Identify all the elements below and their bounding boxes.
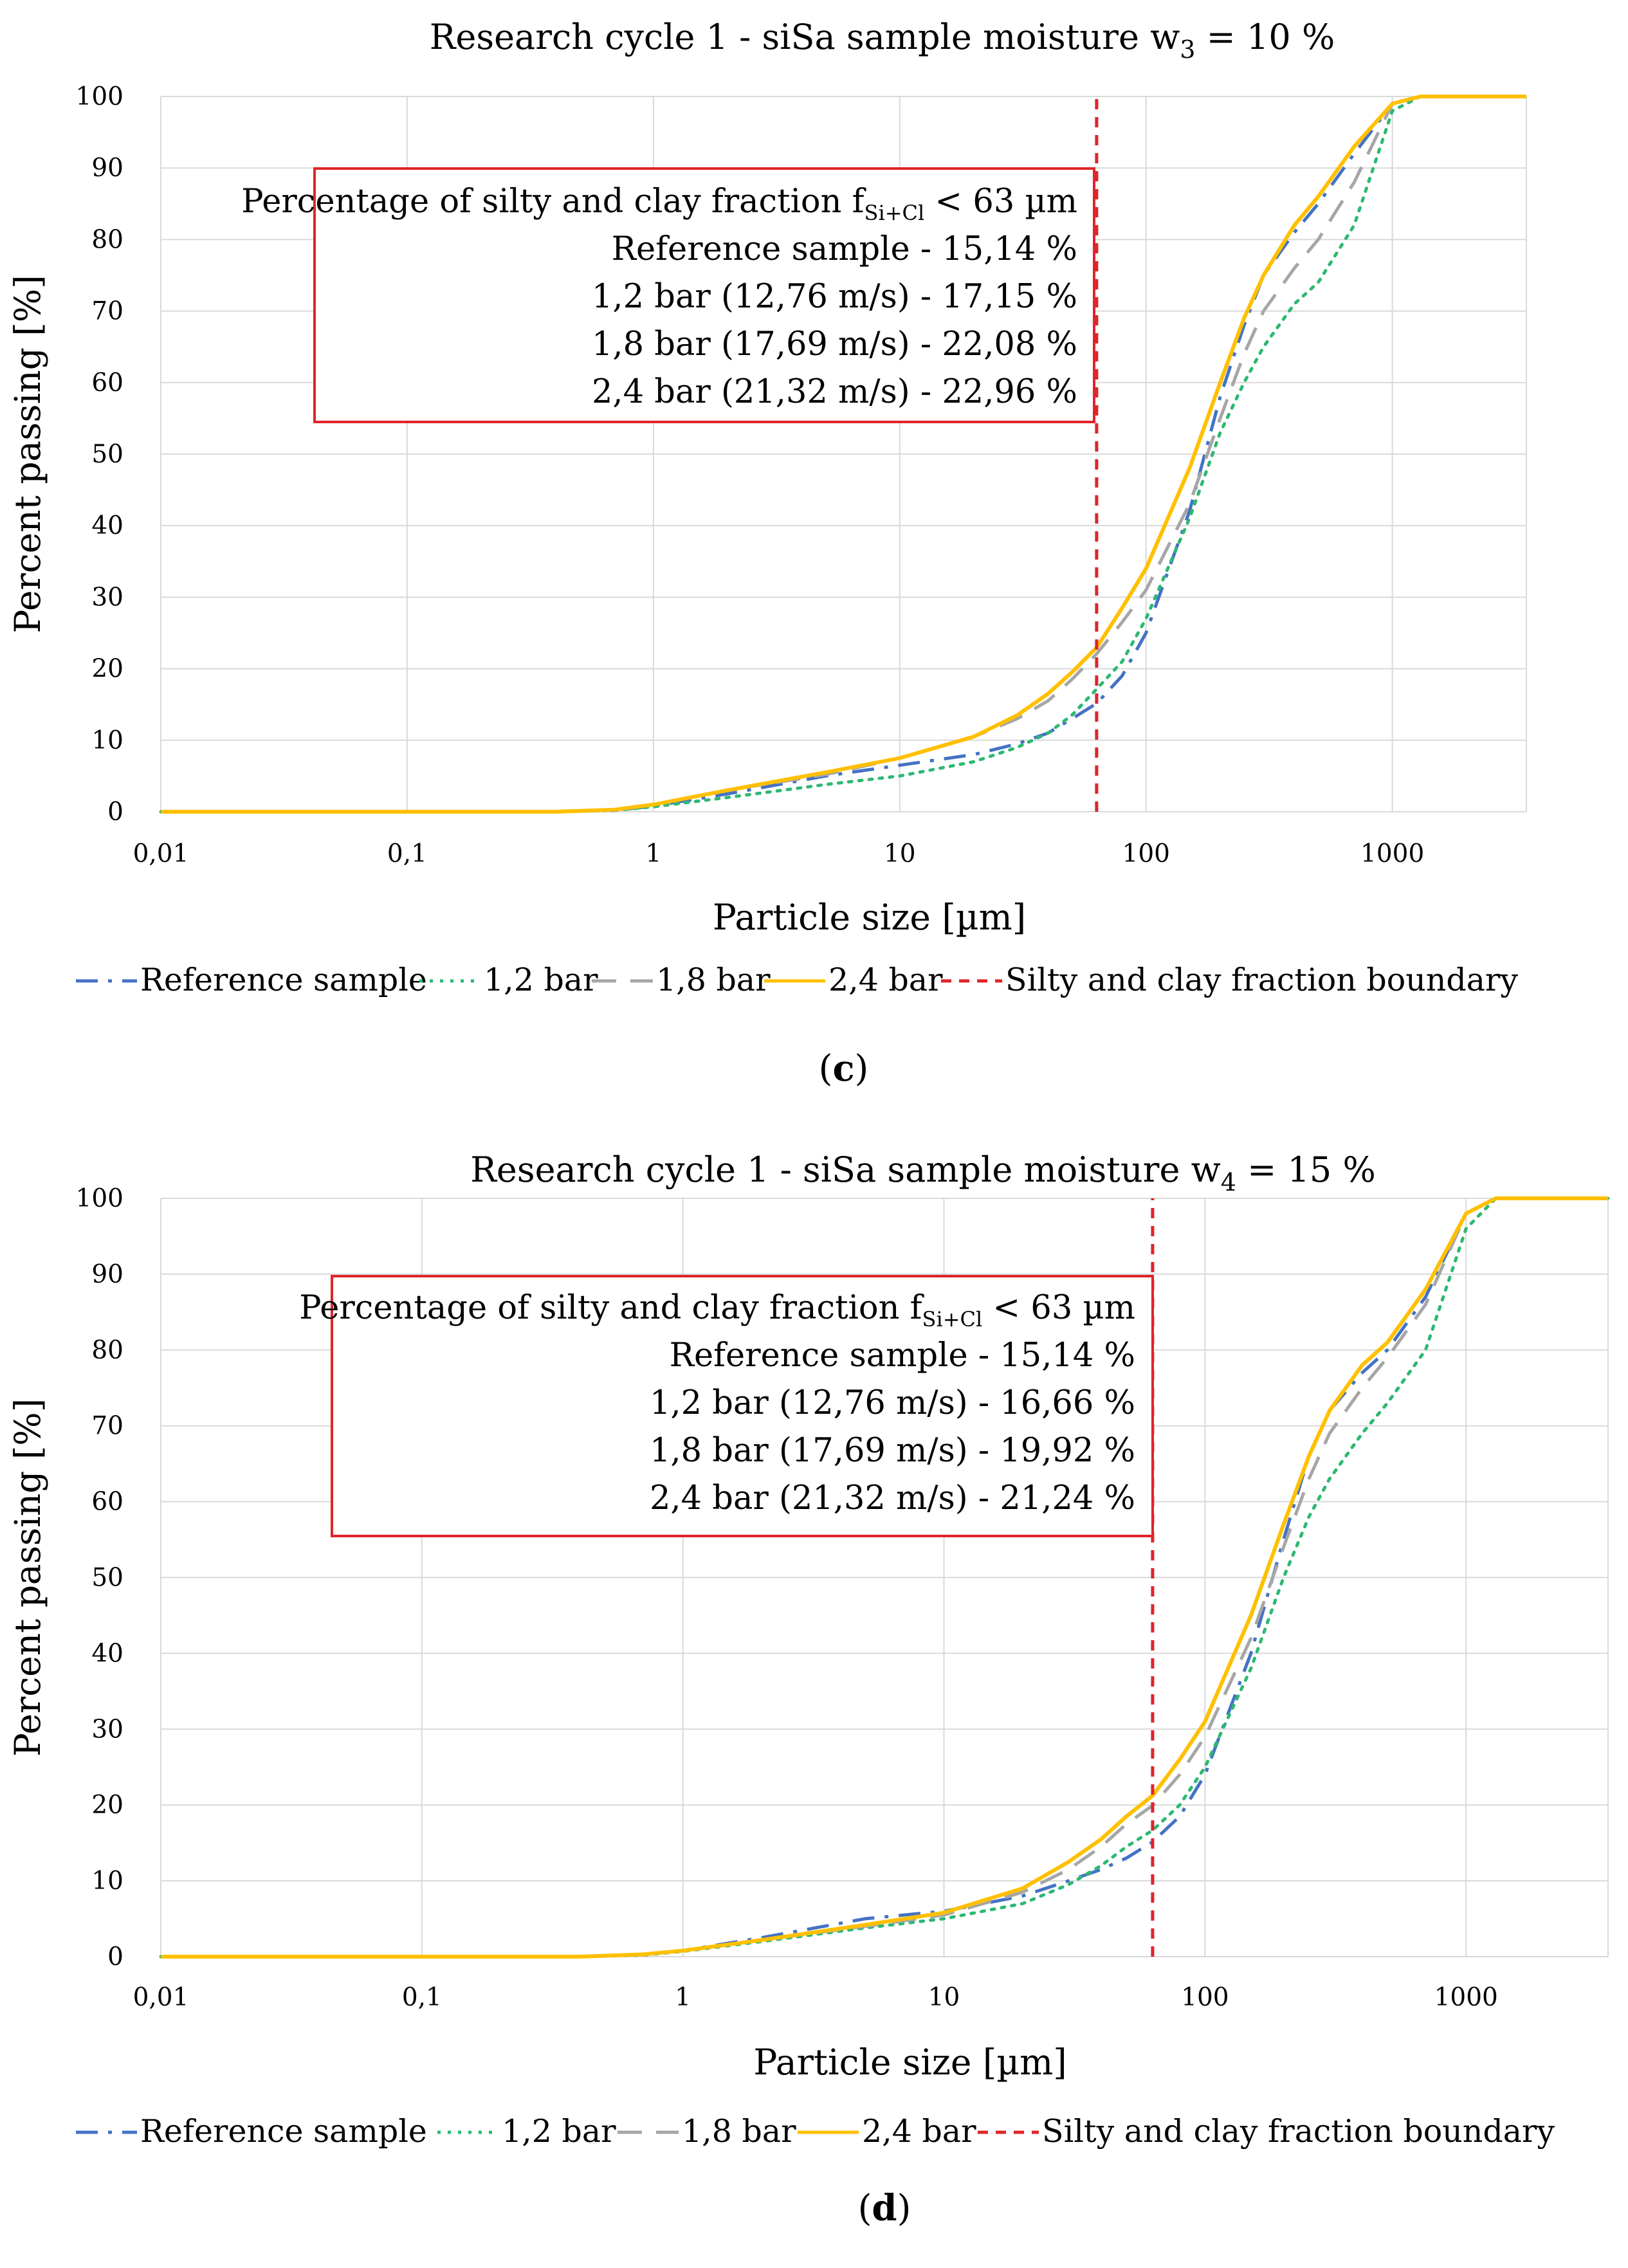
panel-label-close: ) xyxy=(855,1048,869,1090)
x-tick-label: 0,1 xyxy=(387,839,427,868)
x-tick-label: 0,1 xyxy=(402,1983,442,2012)
y-tick-label: 80 xyxy=(91,1336,123,1365)
legend-label: 2,4 bar xyxy=(828,962,943,998)
y-tick-label: 0 xyxy=(107,1943,123,1971)
legend-label: Silty and clay fraction boundary xyxy=(1005,962,1518,998)
panel-label-close: ) xyxy=(897,2188,911,2229)
chart-panel-c: Research cycle 1 - siSa sample moisture … xyxy=(0,0,1628,1122)
y-tick-label: 80 xyxy=(91,225,123,254)
y-tick-label: 40 xyxy=(91,511,123,540)
x-tick-label: 10 xyxy=(928,1983,960,2012)
chart-title-subscript: 3 xyxy=(1180,35,1195,64)
y-tick-label: 100 xyxy=(76,1184,123,1213)
panel-label-letter: c xyxy=(832,1047,854,1090)
annotation-line: Reference sample - 15,14 % xyxy=(670,1337,1135,1375)
chart-title-main: Research cycle 1 - siSa sample moisture … xyxy=(470,1149,1221,1190)
y-tick-label: 30 xyxy=(91,1715,123,1744)
y-tick-label: 50 xyxy=(91,440,123,469)
chart-title: Research cycle 1 - siSa sample moisture … xyxy=(430,17,1335,64)
annotation-box xyxy=(313,167,1095,423)
annotation-heading-main: Percentage of silty and clay fraction f xyxy=(241,183,866,221)
chart-panel-d: Research cycle 1 - siSa sample moisture … xyxy=(0,1122,1628,2265)
annotation-line: 1,8 bar (17,69 m/s) - 22,08 % xyxy=(592,325,1077,363)
y-tick-label: 70 xyxy=(91,1412,123,1441)
chart-title-suffix: = 10 % xyxy=(1195,17,1335,57)
y-tick-label: 70 xyxy=(91,297,123,326)
series-line-3 xyxy=(161,95,1526,814)
legend-label: 1,8 bar xyxy=(682,2113,796,2150)
annotation-heading: Percentage of silty and clay fraction fS… xyxy=(299,1289,1135,1331)
annotation-line: 2,4 bar (21,32 m/s) - 21,24 % xyxy=(650,1479,1135,1517)
annotation-heading: Percentage of silty and clay fraction fS… xyxy=(241,183,1077,225)
legend-label: Reference sample xyxy=(140,962,427,998)
annotation-line: 1,2 bar (12,76 m/s) - 17,15 % xyxy=(592,278,1077,316)
y-tick-label: 60 xyxy=(91,1488,123,1517)
y-tick-label: 0 xyxy=(107,798,123,827)
chart-title: Research cycle 1 - siSa sample moisture … xyxy=(470,1149,1376,1196)
legend-label: 1,2 bar xyxy=(502,2113,616,2150)
chart-title-main: Research cycle 1 - siSa sample moisture … xyxy=(430,17,1180,57)
annotation-heading-suffix: < 63 µm xyxy=(924,183,1077,221)
x-tick-label: 0,01 xyxy=(133,839,189,868)
legend-label: 1,8 bar xyxy=(656,962,771,998)
y-tick-label: 90 xyxy=(91,154,123,183)
y-axis-label: Percent passing [%] xyxy=(7,275,48,633)
annotation-line: Reference sample - 15,14 % xyxy=(612,230,1077,268)
y-tick-label: 50 xyxy=(91,1564,123,1593)
series-line-0 xyxy=(161,95,1526,814)
series-line-1 xyxy=(159,95,1528,814)
y-tick-label: 60 xyxy=(91,369,123,398)
x-tick-label: 100 xyxy=(1122,839,1170,868)
x-axis-label: Particle size [µm] xyxy=(753,2042,1066,2083)
y-tick-label: 100 xyxy=(76,82,123,111)
chart-c-svg: Research cycle 1 - siSa sample moisture … xyxy=(7,17,1528,1090)
y-tick-label: 90 xyxy=(91,1260,123,1289)
y-tick-label: 40 xyxy=(91,1639,123,1668)
x-tick-label: 0,01 xyxy=(133,1983,189,2012)
x-tick-label: 1 xyxy=(675,1983,691,2012)
annotation-line: 1,8 bar (17,69 m/s) - 19,92 % xyxy=(650,1432,1135,1470)
chart-title-suffix: = 15 % xyxy=(1236,1149,1376,1190)
x-tick-label: 10 xyxy=(884,839,916,868)
x-axis-label: Particle size [µm] xyxy=(713,897,1026,938)
x-tick-label: 1000 xyxy=(1434,1983,1498,2012)
annotation-heading-suffix: < 63 µm xyxy=(982,1289,1135,1327)
panel-label: (d) xyxy=(858,2187,911,2229)
annotation-line: 2,4 bar (21,32 m/s) - 22,96 % xyxy=(592,373,1077,411)
x-tick-label: 1000 xyxy=(1360,839,1424,868)
annotation-line: 1,2 bar (12,76 m/s) - 16,66 % xyxy=(650,1384,1135,1422)
annotation-box xyxy=(331,1275,1154,1537)
annotation-heading-subscript: Si+Cl xyxy=(922,1307,983,1331)
panel-label-letter: d xyxy=(872,2187,897,2229)
annotation-heading-main: Percentage of silty and clay fraction f xyxy=(299,1289,924,1327)
chart-title-subscript: 4 xyxy=(1221,1168,1236,1196)
panel-label-open: ( xyxy=(819,1048,833,1090)
chart-d-svg: Research cycle 1 - siSa sample moisture … xyxy=(7,1149,1610,2229)
y-tick-label: 10 xyxy=(91,726,123,755)
series-line-3 xyxy=(161,1196,1608,1959)
y-tick-label: 20 xyxy=(91,1791,123,1820)
x-tick-label: 100 xyxy=(1181,1983,1229,2012)
y-tick-label: 20 xyxy=(91,655,123,684)
legend-label: 2,4 bar xyxy=(862,2113,976,2150)
panel-label-open: ( xyxy=(858,2188,872,2229)
legend-label: Reference sample xyxy=(140,2113,427,2150)
y-axis-label: Percent passing [%] xyxy=(7,1398,48,1757)
y-tick-label: 10 xyxy=(91,1867,123,1896)
legend-label: Silty and clay fraction boundary xyxy=(1042,2113,1555,2150)
legend-label: 1,2 bar xyxy=(484,962,598,998)
annotation-heading-subscript: Si+Cl xyxy=(864,201,925,225)
x-tick-label: 1 xyxy=(645,839,661,868)
y-tick-label: 30 xyxy=(91,583,123,612)
panel-label: (c) xyxy=(819,1047,869,1090)
